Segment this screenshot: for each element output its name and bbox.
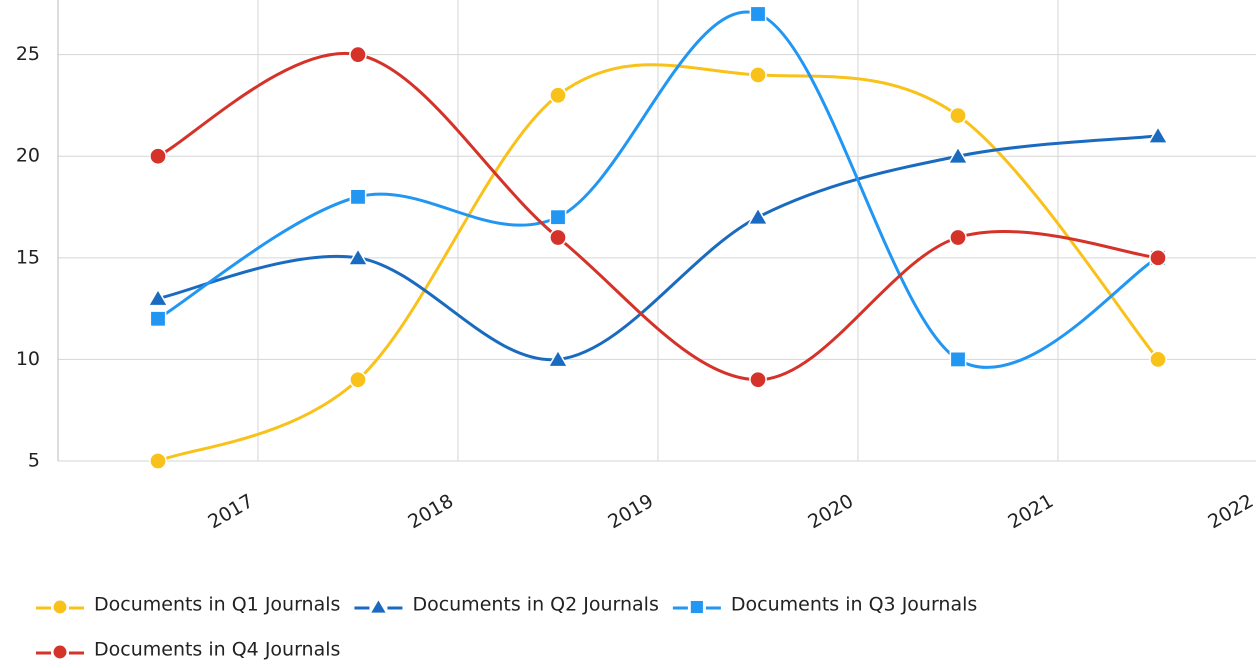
grid: 5 10 15 20 25 2017 2018 2019 2020 2021 2022 xyxy=(16,0,1256,533)
marker xyxy=(549,86,567,105)
marker xyxy=(547,348,569,368)
legend-label: Documents in Q2 Journals xyxy=(412,594,658,616)
legend-label: Documents in Q4 Journals xyxy=(94,639,340,661)
y-tick-label: 5 xyxy=(28,450,40,472)
marker xyxy=(349,45,367,64)
series-line xyxy=(157,134,1159,361)
marker xyxy=(149,147,167,166)
y-tick-label: 10 xyxy=(16,348,40,370)
marker xyxy=(949,351,967,368)
marker xyxy=(549,228,567,247)
marker xyxy=(347,247,369,266)
x-tick-label: 2018 xyxy=(404,490,457,533)
marker xyxy=(689,599,705,615)
legend-label: Documents in Q3 Journals xyxy=(731,594,977,616)
marker xyxy=(749,370,767,389)
series-line xyxy=(157,63,1160,463)
marker xyxy=(368,597,389,615)
x-tick-label: 2019 xyxy=(604,490,657,533)
marker xyxy=(52,599,68,615)
x-tick-label: 2022 xyxy=(1204,490,1256,533)
legend-label: Documents in Q1 Journals xyxy=(94,594,340,616)
marker xyxy=(1149,248,1167,267)
marker xyxy=(949,106,967,125)
marker xyxy=(349,370,367,389)
x-tick-label: 2017 xyxy=(204,490,257,533)
marker xyxy=(549,208,567,226)
legend: Documents in Q1 Journals Documents in Q2 … xyxy=(36,594,977,661)
marker xyxy=(747,206,769,226)
y-tick-label: 15 xyxy=(16,246,40,268)
marker xyxy=(949,228,967,247)
marker xyxy=(749,5,767,23)
plot-area xyxy=(147,5,1169,470)
marker xyxy=(947,145,969,165)
y-tick-label: 20 xyxy=(16,145,40,167)
marker xyxy=(149,452,167,470)
marker xyxy=(1149,350,1167,369)
x-tick-label: 2021 xyxy=(1004,490,1057,533)
marker xyxy=(149,310,167,328)
marker xyxy=(749,66,767,84)
marker xyxy=(1147,125,1169,144)
series-line xyxy=(157,51,1159,382)
y-tick-label: 25 xyxy=(16,43,40,65)
marker xyxy=(52,644,68,660)
x-tick-label: 2020 xyxy=(804,490,857,533)
marker xyxy=(147,287,169,307)
marker xyxy=(349,188,367,206)
